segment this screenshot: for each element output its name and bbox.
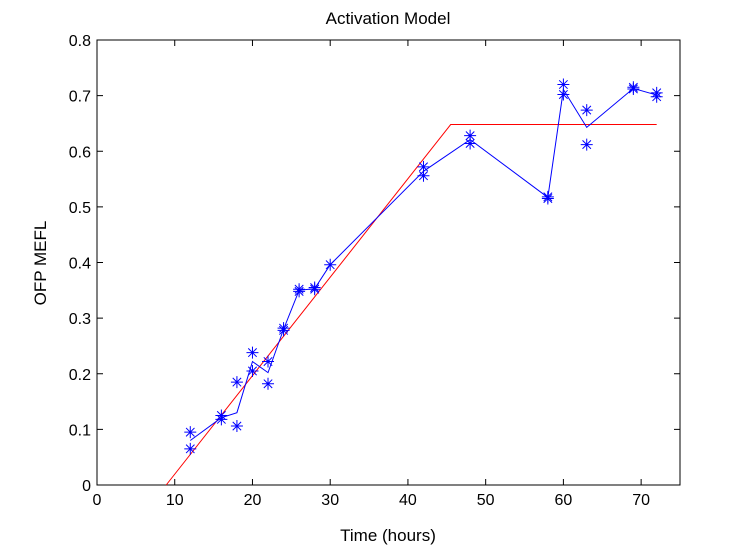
- data-point: [417, 169, 430, 182]
- y-tick-label: 0.3: [69, 311, 91, 328]
- x-tick-label: 20: [244, 492, 262, 509]
- data-point: [184, 426, 197, 439]
- plot-frame: [96, 39, 681, 486]
- data-point: [262, 377, 275, 390]
- data-point: [308, 281, 321, 294]
- data-point: [277, 322, 290, 335]
- data-point: [464, 129, 477, 142]
- data-point: [215, 409, 228, 422]
- y-tick-label: 0.6: [69, 144, 91, 161]
- data-point: [417, 160, 430, 173]
- x-tick-label: 40: [399, 492, 417, 509]
- data-point: [464, 137, 477, 150]
- y-tick-label: 0: [82, 478, 91, 495]
- data-point: [557, 78, 570, 91]
- chart-title: Activation Model: [326, 9, 451, 28]
- x-tick-label: 60: [555, 492, 573, 509]
- model-line: [165, 124, 657, 486]
- y-tick-label: 0.8: [69, 33, 91, 50]
- data-point: [324, 258, 337, 271]
- data-point: [580, 138, 593, 151]
- x-tick-label: 50: [477, 492, 495, 509]
- measurement-line: [189, 87, 657, 441]
- data-point: [627, 82, 640, 95]
- data-point: [262, 355, 275, 368]
- data-point: [246, 364, 259, 377]
- y-tick-label: 0.7: [69, 89, 91, 106]
- y-axis-label: OFP MEFL: [31, 221, 50, 306]
- data-point: [650, 90, 663, 103]
- y-tick-label: 0.4: [69, 256, 91, 273]
- data-point: [293, 285, 306, 298]
- y-tick-label: 0.1: [69, 422, 91, 439]
- x-tick-label: 10: [166, 492, 184, 509]
- x-tick-label: 70: [632, 492, 650, 509]
- data-point: [580, 104, 593, 117]
- data-point: [230, 420, 243, 433]
- x-axis-label: Time (hours): [340, 526, 436, 545]
- y-tick-label: 0.5: [69, 200, 91, 217]
- data-point: [541, 192, 554, 205]
- y-tick-label: 0.2: [69, 367, 91, 384]
- data-point: [557, 88, 570, 101]
- x-tick-label: 30: [321, 492, 339, 509]
- data-point: [246, 346, 259, 359]
- x-tick-label: 0: [93, 492, 102, 509]
- data-point: [230, 376, 243, 389]
- data-point: [184, 442, 197, 455]
